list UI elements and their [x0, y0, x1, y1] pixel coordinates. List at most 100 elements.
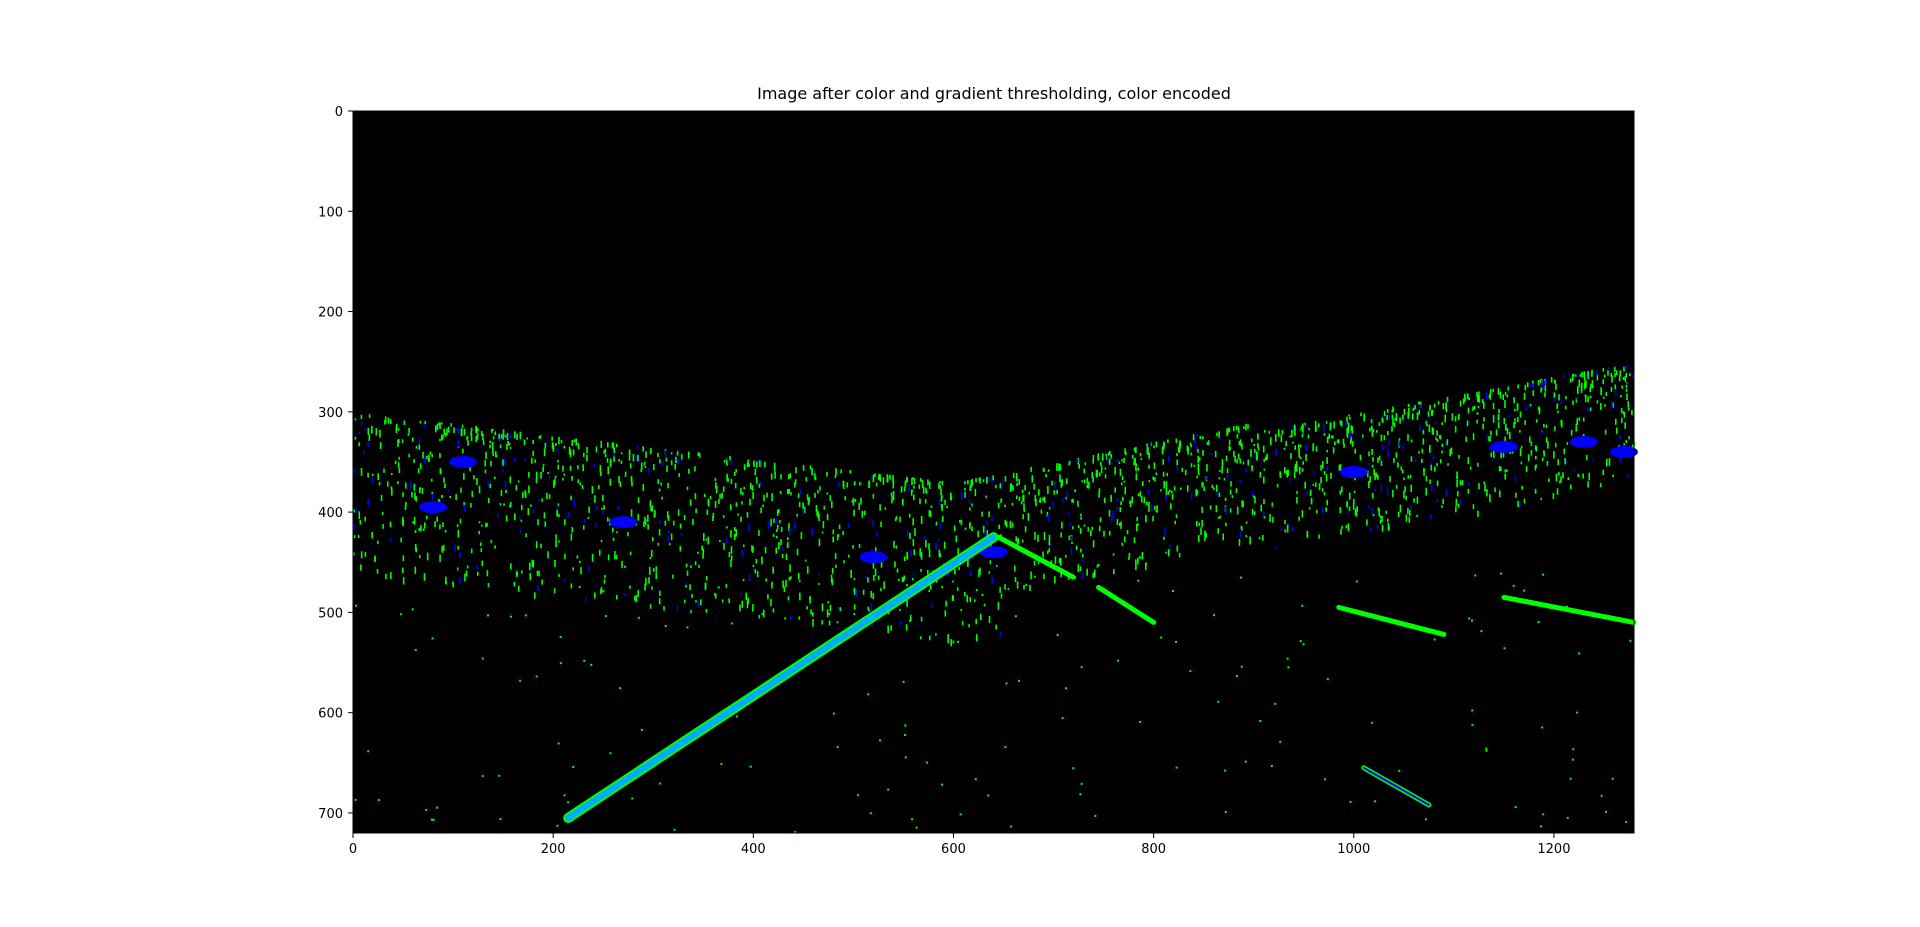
- edge-pixel: [543, 448, 546, 457]
- edge-pixel: [1517, 417, 1519, 423]
- edge-pixel: [880, 560, 883, 568]
- edge-pixel: [757, 459, 759, 464]
- edge-pixel: [1304, 423, 1307, 428]
- edge-pixel: [689, 584, 691, 591]
- edge-pixel: [943, 541, 946, 549]
- edge-pixel: [741, 600, 744, 608]
- edge-pixel: [1121, 542, 1124, 546]
- edge-pixel: [855, 589, 858, 597]
- edge-pixel: [603, 579, 606, 584]
- edge-pixel: [1523, 392, 1526, 400]
- edge-pixel: [1016, 581, 1019, 589]
- edge-pixel: [554, 478, 556, 486]
- edge-pixel: [384, 419, 386, 425]
- edge-pixel: [707, 536, 710, 545]
- edge-pixel: [926, 569, 929, 575]
- edge-pixel: [853, 604, 856, 610]
- edge-pixel: [961, 620, 964, 626]
- edge-pixel: [1312, 443, 1315, 450]
- edge-pixel: [705, 575, 708, 581]
- chart-title: Image after color and gradient threshold…: [757, 84, 1231, 103]
- edge-pixel: [1613, 366, 1616, 372]
- edge-pixel: [1098, 564, 1100, 567]
- edge-pixel: [968, 522, 971, 528]
- edge-pixel: [1468, 420, 1470, 424]
- edge-pixel: [1352, 502, 1355, 510]
- edge-pixel: [360, 467, 363, 476]
- edge-pixel: [1468, 617, 1471, 620]
- edge-pixel: [572, 765, 575, 768]
- edge-pixel: [1400, 466, 1403, 471]
- edge-pixel: [1483, 481, 1485, 485]
- edge-pixel: [1555, 383, 1557, 391]
- edge-pixel: [1081, 554, 1084, 558]
- edge-pixel: [486, 570, 489, 577]
- edge-pixel: [1155, 472, 1158, 476]
- edge-pixel: [1148, 501, 1150, 508]
- edge-pixel: [1290, 453, 1292, 459]
- edge-pixel: [746, 462, 749, 468]
- edge-pixel: [602, 590, 605, 593]
- edge-pixel: [557, 464, 560, 470]
- edge-pixel: [1435, 421, 1437, 425]
- edge-pixel: [1514, 418, 1516, 425]
- edge-pixel: [1542, 573, 1545, 576]
- edge-pixel: [1407, 508, 1409, 515]
- edge-pixel: [828, 620, 831, 626]
- edge-pixel: [1031, 475, 1034, 483]
- edge-pixel: [1162, 443, 1165, 450]
- edge-pixel: [1347, 523, 1350, 532]
- edge-pixel: [776, 524, 779, 530]
- edge-pixel: [749, 498, 751, 506]
- edge-pixel: [439, 422, 441, 430]
- edge-pixel: [1163, 480, 1165, 489]
- edge-pixel: [664, 450, 667, 459]
- edge-pixel: [1309, 489, 1312, 497]
- edge-pixel: [355, 506, 357, 514]
- edge-pixel: [1589, 407, 1592, 411]
- edge-pixel: [1623, 443, 1625, 446]
- edge-pixel: [1139, 452, 1142, 457]
- edge-pixel: [1373, 468, 1375, 476]
- color-threshold-blob: [859, 551, 888, 564]
- edge-pixel: [967, 558, 969, 567]
- edge-pixel: [697, 601, 700, 607]
- edge-pixel: [1398, 769, 1401, 772]
- edge-pixel: [600, 586, 603, 593]
- edge-pixel: [1145, 515, 1147, 523]
- edge-pixel: [1372, 514, 1375, 517]
- y-tick-label: 400: [318, 506, 343, 521]
- edge-pixel: [767, 594, 769, 600]
- edge-pixel: [1107, 452, 1110, 456]
- edge-pixel: [614, 553, 616, 560]
- color-threshold-blob: [1609, 445, 1638, 458]
- edge-pixel: [1619, 456, 1621, 463]
- edge-pixel: [1429, 479, 1431, 484]
- edge-pixel: [1148, 464, 1150, 469]
- edge-pixel: [739, 604, 741, 612]
- edge-pixel: [509, 433, 512, 439]
- edge-pixel: [1632, 375, 1634, 379]
- edge-pixel: [1544, 378, 1547, 384]
- edge-pixel: [439, 468, 442, 475]
- edge-pixel: [1461, 479, 1464, 486]
- edge-pixel: [712, 512, 715, 518]
- edge-pixel: [1189, 442, 1192, 446]
- edge-pixel: [975, 478, 977, 483]
- edge-pixel: [908, 483, 911, 492]
- edge-pixel: [1137, 493, 1140, 497]
- edge-pixel: [1121, 459, 1123, 462]
- edge-pixel: [557, 503, 560, 507]
- edge-pixel: [794, 522, 796, 529]
- edge-pixel: [1262, 511, 1265, 518]
- edge-pixel: [1388, 439, 1390, 446]
- edge-pixel: [499, 503, 502, 506]
- edge-pixel: [1445, 402, 1447, 410]
- edge-pixel: [1298, 466, 1301, 475]
- edge-pixel: [659, 782, 662, 785]
- edge-pixel: [541, 579, 543, 585]
- edge-pixel: [519, 529, 522, 534]
- edge-pixel: [897, 578, 900, 581]
- edge-pixel: [577, 479, 580, 484]
- edge-pixel: [694, 466, 696, 472]
